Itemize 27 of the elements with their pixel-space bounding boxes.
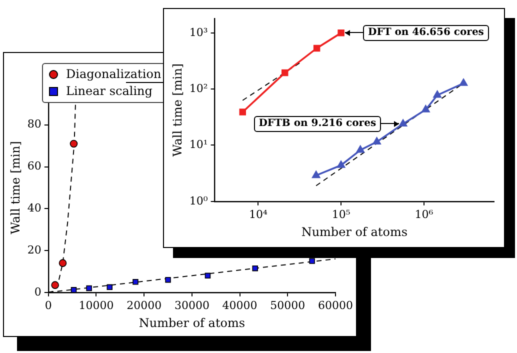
x-tick-label: 50000 (270, 298, 306, 312)
y-tick-label: 20 (27, 243, 42, 256)
y-tick-label: 40 (27, 202, 42, 214)
y-tick-label: 10³ (189, 26, 208, 39)
x-axis-title: Number of atoms (138, 316, 246, 330)
y-tick-label: 10¹ (189, 138, 208, 152)
y-tick-label: 0 (34, 285, 42, 298)
x-tick-label: 10⁵ (332, 208, 350, 221)
annotation: DFT on 46.656 cores (363, 24, 489, 41)
x-tick-label: 10⁴ (248, 208, 268, 221)
annotation: DFTB on 9.216 cores (254, 116, 382, 132)
x-tick-label: 30000 (174, 298, 210, 312)
x-tick-label: 0 (44, 298, 52, 312)
legend-label: Linear scaling (66, 83, 152, 100)
x-tick-label: 10⁶ (414, 208, 434, 221)
x-axis-title: Number of atoms (301, 224, 408, 239)
x-tick-label: 20000 (126, 298, 162, 312)
y-axis-title: Wall time [min] (8, 141, 22, 234)
y-tick-label: 80 (27, 118, 42, 131)
legend-label: Diagonalization (66, 66, 162, 83)
y-axis-title: Wall time [min] (170, 63, 184, 157)
x-tick-label: 60000 (318, 298, 354, 312)
x-tick-label: 10000 (78, 298, 114, 312)
y-tick-label: 60 (27, 160, 42, 173)
y-tick-label: 10⁰ (189, 194, 208, 208)
y-tick-label: 10² (189, 82, 208, 95)
x-tick-label: 40000 (222, 298, 258, 312)
